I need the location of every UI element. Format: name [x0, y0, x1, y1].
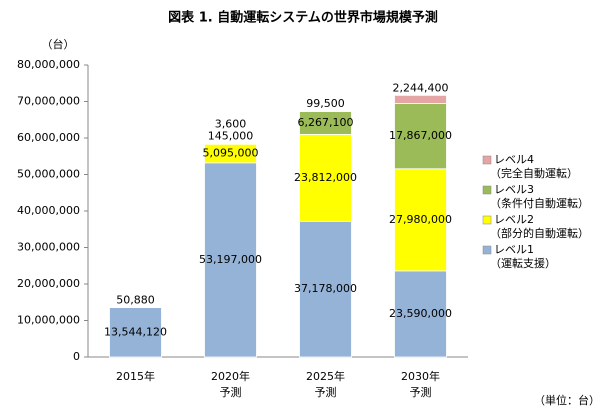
data-label: 5,095,000: [203, 147, 259, 160]
legend-description: （部分的自動運転）: [490, 226, 589, 240]
legend-label: レベル1: [494, 243, 534, 256]
x-tick-sublabel: 予測: [315, 385, 337, 399]
y-unit: （台）: [42, 37, 75, 51]
bar-segment: [109, 307, 162, 358]
data-label: 13,544,120: [104, 325, 167, 338]
data-label: 23,812,000: [294, 171, 357, 184]
bar-segment: [394, 103, 447, 170]
x-tick-label: 2025年: [306, 369, 345, 383]
y-tick-label: 70,000,000: [17, 95, 80, 108]
data-label: 2,244,400: [393, 81, 449, 94]
data-label: 23,590,000: [389, 307, 452, 320]
x-tick-label: 2015年: [116, 369, 155, 383]
footnote: （単位：台）: [534, 393, 600, 407]
x-tick-label: 2030年: [401, 369, 440, 383]
legend-label: レベル4: [494, 153, 534, 166]
bar-segment: [394, 270, 447, 358]
data-label: 50,880: [116, 293, 155, 306]
bar-segment: [299, 133, 352, 222]
bar-segment: [299, 220, 352, 358]
legend-swatch: [482, 245, 492, 255]
y-tick-label: 40,000,000: [17, 204, 80, 217]
y-tick-label: 60,000,000: [17, 131, 80, 144]
y-tick-label: 50,000,000: [17, 168, 80, 181]
chart-title: 図表 1. 自動運転システムの世界市場規模予測: [168, 10, 438, 26]
y-tick-label: 10,000,000: [17, 314, 80, 327]
legend-swatch: [482, 155, 492, 165]
bar-segment: [204, 162, 257, 358]
y-tick-label: 30,000,000: [17, 241, 80, 254]
data-label: 53,197,000: [199, 253, 262, 266]
y-tick-label: 80,000,000: [17, 58, 80, 71]
bar-segment: [394, 94, 447, 104]
x-tick-label: 2020年: [211, 369, 250, 383]
data-label: 99,500: [306, 97, 345, 110]
legend-swatch: [482, 185, 492, 195]
legend-swatch: [482, 215, 492, 225]
data-label: 37,178,000: [294, 282, 357, 295]
legend-label: レベル2: [494, 213, 534, 226]
data-label: 17,867,000: [389, 129, 452, 142]
data-label: 6,267,100: [298, 116, 354, 129]
legend-label: レベル3: [494, 183, 534, 196]
x-tick-sublabel: 予測: [220, 385, 242, 399]
data-label: 145,000: [208, 130, 254, 143]
legend-description: （条件付自動運転）: [490, 196, 589, 210]
y-tick-label: 20,000,000: [17, 277, 80, 290]
legend-description: （運転支援）: [490, 256, 556, 270]
y-tick-label: 0: [73, 350, 80, 363]
data-label: 3,600: [215, 118, 247, 131]
x-tick-sublabel: 予測: [410, 385, 432, 399]
data-label: 27,980,000: [389, 213, 452, 226]
bar-segment: [394, 168, 447, 272]
legend-description: （完全自動運転）: [490, 166, 578, 180]
